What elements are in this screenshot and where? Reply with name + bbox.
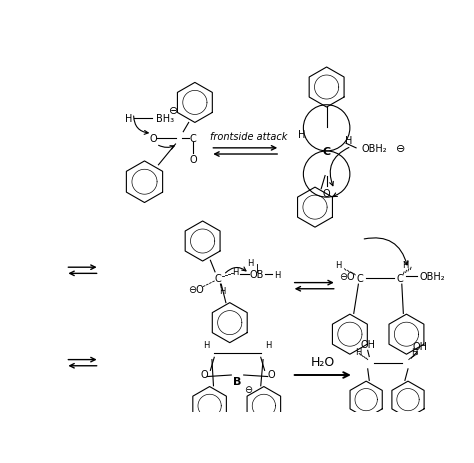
Text: H: H [265, 340, 272, 349]
Text: H: H [335, 260, 341, 269]
Text: H: H [203, 340, 210, 349]
Text: O: O [323, 188, 330, 198]
Text: O: O [201, 369, 208, 379]
Text: H: H [232, 268, 238, 277]
Text: H: H [125, 113, 133, 124]
Text: C: C [323, 147, 331, 156]
Text: H: H [345, 136, 352, 146]
Text: ⊖: ⊖ [169, 106, 179, 116]
Text: C: C [397, 273, 404, 283]
Text: BH₃: BH₃ [155, 113, 173, 124]
Text: H: H [247, 258, 254, 268]
Text: C: C [215, 273, 221, 283]
Text: ⊖O: ⊖O [189, 284, 204, 294]
Text: O: O [347, 272, 355, 282]
Text: O: O [149, 133, 157, 144]
Text: H: H [274, 270, 280, 279]
Text: H: H [219, 286, 226, 295]
Text: frontside attack: frontside attack [210, 131, 288, 141]
Text: OB: OB [250, 269, 264, 280]
Text: H: H [355, 348, 362, 357]
Text: ⊖: ⊖ [339, 272, 347, 282]
Text: ⊖: ⊖ [244, 384, 253, 394]
Text: O: O [267, 369, 274, 379]
Text: OBH₂: OBH₂ [420, 272, 446, 282]
Text: O: O [190, 155, 197, 165]
Text: OH: OH [413, 341, 428, 351]
Text: H₂O: H₂O [310, 355, 335, 368]
Text: C: C [356, 273, 364, 283]
Text: OBH₂: OBH₂ [362, 144, 387, 154]
Text: H: H [411, 348, 418, 357]
Text: OH: OH [360, 339, 375, 350]
Text: H: H [401, 260, 408, 269]
Text: B: B [233, 376, 242, 386]
Text: H: H [298, 130, 306, 140]
Text: C: C [189, 133, 196, 144]
Text: ⊖: ⊖ [396, 144, 406, 154]
